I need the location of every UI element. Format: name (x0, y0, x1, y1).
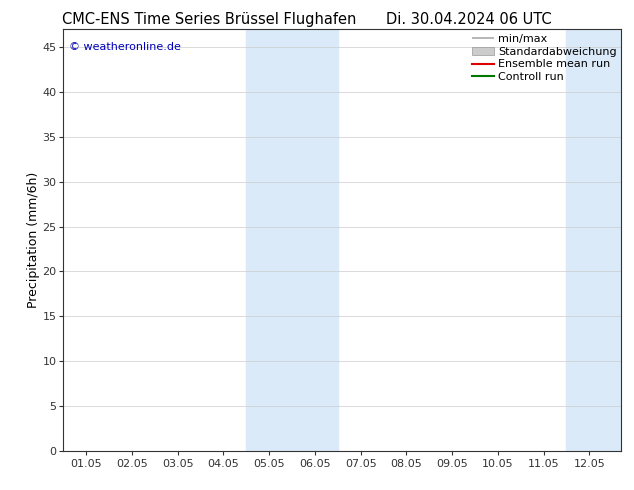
Bar (566, 29, 612, 451)
Text: © weatheronline.de: © weatheronline.de (69, 42, 181, 52)
Legend: min/max, Standardabweichung, Ensemble mean run, Controll run: min/max, Standardabweichung, Ensemble me… (469, 32, 619, 84)
Y-axis label: Precipitation (mm/6h): Precipitation (mm/6h) (27, 172, 39, 308)
Text: CMC-ENS Time Series Brüssel Flughafen: CMC-ENS Time Series Brüssel Flughafen (62, 12, 356, 27)
Bar (612, 29, 634, 451)
Bar (247, 29, 292, 451)
Bar (292, 29, 338, 451)
Text: Di. 30.04.2024 06 UTC: Di. 30.04.2024 06 UTC (386, 12, 552, 27)
